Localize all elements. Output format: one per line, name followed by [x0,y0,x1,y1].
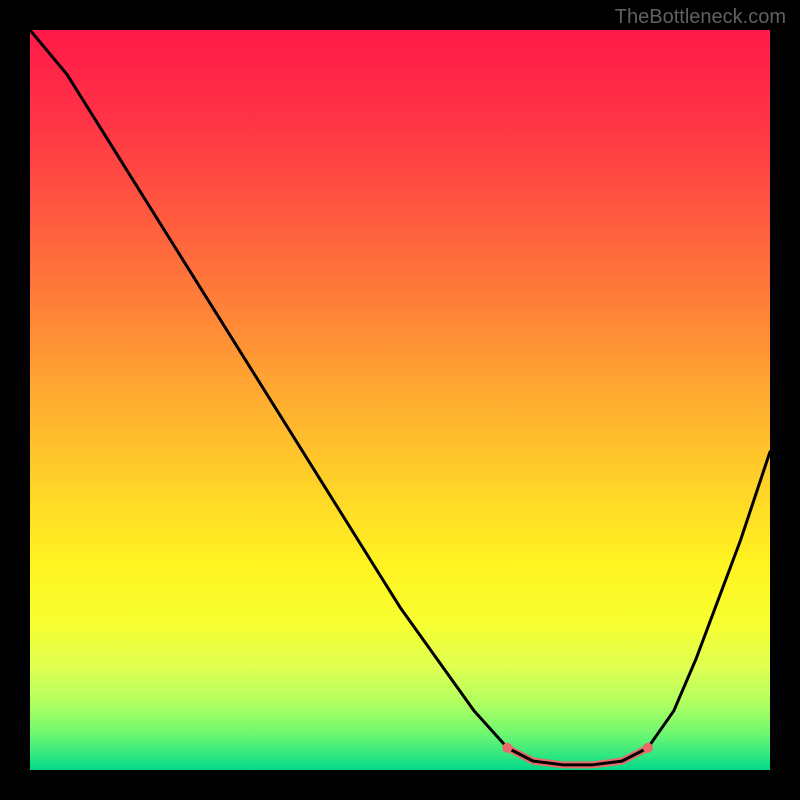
highlight-endpoints [502,743,653,753]
bottleneck-curve [30,30,770,765]
chart-plot-area [30,30,770,770]
highlight-segment [507,748,648,765]
watermark-text: TheBottleneck.com [615,6,786,29]
curve-layer [30,30,770,770]
